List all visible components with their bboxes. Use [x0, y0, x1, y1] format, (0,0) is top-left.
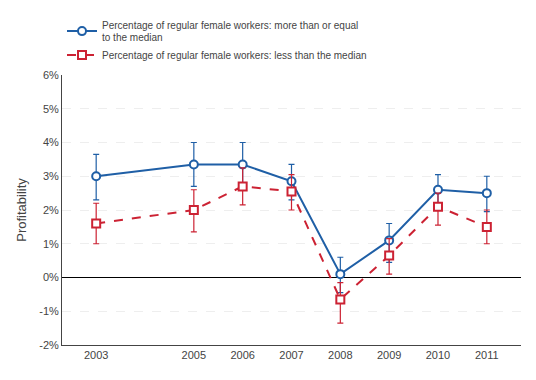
- svg-text:2005: 2005: [182, 349, 206, 361]
- svg-text:5%: 5%: [43, 103, 59, 115]
- svg-text:2011: 2011: [475, 349, 499, 361]
- svg-text:2007: 2007: [279, 349, 303, 361]
- svg-text:-1%: -1%: [39, 305, 59, 317]
- svg-text:Percentage of regular female w: Percentage of regular female workers: mo…: [102, 20, 358, 44]
- svg-text:6%: 6%: [43, 69, 59, 81]
- svg-text:-2%: -2%: [39, 339, 59, 351]
- svg-text:3%: 3%: [43, 170, 59, 182]
- svg-text:Percentage of regular female w: Percentage of regular female workers: le…: [102, 50, 367, 61]
- svg-text:4%: 4%: [43, 136, 59, 148]
- svg-text:2003: 2003: [84, 349, 108, 361]
- svg-text:2009: 2009: [377, 349, 401, 361]
- svg-text:2008: 2008: [328, 349, 352, 361]
- svg-text:2010: 2010: [426, 349, 450, 361]
- svg-text:2%: 2%: [43, 204, 59, 216]
- svg-text:1%: 1%: [43, 238, 59, 250]
- svg-text:2006: 2006: [230, 349, 254, 361]
- svg-text:Profitability: Profitability: [14, 178, 29, 242]
- svg-text:0%: 0%: [43, 271, 59, 283]
